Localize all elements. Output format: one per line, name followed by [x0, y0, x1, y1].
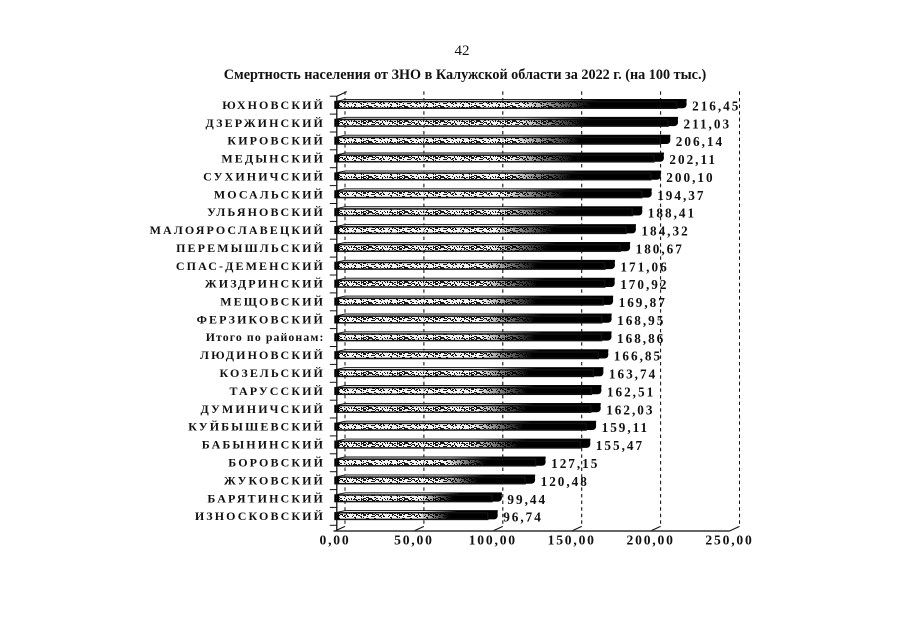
svg-text:194,37: 194,37 — [657, 188, 705, 203]
svg-text:УЛЬЯНОВСКИЙ: УЛЬЯНОВСКИЙ — [207, 205, 325, 219]
svg-text:ТАРУССКИЙ: ТАРУССКИЙ — [229, 384, 325, 398]
svg-text:СПАС-ДЕМЕНСКИЙ: СПАС-ДЕМЕНСКИЙ — [176, 259, 325, 273]
svg-text:200,10: 200,10 — [666, 170, 714, 185]
svg-text:МЕЩОВСКИЙ: МЕЩОВСКИЙ — [220, 295, 325, 309]
svg-text:ЖУКОВСКИЙ: ЖУКОВСКИЙ — [224, 473, 325, 487]
svg-text:216,45: 216,45 — [692, 98, 740, 113]
svg-text:Итого по районам:: Итого по районам: — [206, 330, 325, 344]
svg-text:СУХИНИЧСКИЙ: СУХИНИЧСКИЙ — [203, 169, 325, 183]
svg-text:КУЙБЫШЕВСКИЙ: КУЙБЫШЕВСКИЙ — [188, 420, 325, 434]
svg-text:БОРОВСКИЙ: БОРОВСКИЙ — [228, 456, 325, 470]
svg-text:Смертность населения от ЗНО в: Смертность населения от ЗНО в Калужской … — [224, 67, 707, 83]
svg-text:155,47: 155,47 — [596, 438, 644, 453]
svg-text:100,00: 100,00 — [469, 533, 517, 548]
svg-text:БАРЯТИНСКИЙ: БАРЯТИНСКИЙ — [207, 491, 325, 505]
svg-text:168,95: 168,95 — [617, 313, 665, 328]
svg-text:99,44: 99,44 — [507, 492, 547, 507]
svg-text:ИЗНОСКОВСКИЙ: ИЗНОСКОВСКИЙ — [195, 509, 325, 523]
svg-text:120,48: 120,48 — [541, 474, 589, 489]
svg-text:206,14: 206,14 — [676, 134, 724, 149]
svg-text:0,00: 0,00 — [320, 533, 351, 548]
svg-text:159,11: 159,11 — [602, 420, 650, 435]
svg-text:162,03: 162,03 — [606, 402, 654, 417]
svg-text:96,74: 96,74 — [503, 510, 543, 525]
svg-text:ДЗЕРЖИНСКИЙ: ДЗЕРЖИНСКИЙ — [206, 116, 325, 130]
svg-text:150,00: 150,00 — [548, 533, 596, 548]
svg-text:КИРОВСКИЙ: КИРОВСКИЙ — [227, 134, 325, 148]
svg-text:180,67: 180,67 — [636, 241, 684, 256]
svg-text:ЛЮДИНОВСКИЙ: ЛЮДИНОВСКИЙ — [200, 348, 325, 362]
svg-text:50,00: 50,00 — [394, 533, 434, 548]
svg-text:БАБЫНИНСКИЙ: БАБЫНИНСКИЙ — [202, 438, 325, 452]
svg-text:ЮХНОВСКИЙ: ЮХНОВСКИЙ — [222, 98, 325, 112]
svg-text:ПЕРЕМЫШЛЬСКИЙ: ПЕРЕМЫШЛЬСКИЙ — [176, 241, 325, 255]
svg-text:МОСАЛЬСКИЙ: МОСАЛЬСКИЙ — [214, 187, 325, 201]
svg-text:166,85: 166,85 — [614, 349, 662, 364]
svg-text:211,03: 211,03 — [684, 116, 732, 131]
svg-text:168,86: 168,86 — [617, 331, 665, 346]
svg-text:КОЗЕЛЬСКИЙ: КОЗЕЛЬСКИЙ — [219, 366, 325, 380]
svg-text:184,32: 184,32 — [641, 224, 689, 239]
svg-text:МЕДЫНСКИЙ: МЕДЫНСКИЙ — [221, 152, 325, 166]
svg-text:ФЕРЗИКОВСКИЙ: ФЕРЗИКОВСКИЙ — [197, 313, 325, 327]
svg-text:163,74: 163,74 — [609, 367, 657, 382]
svg-text:42: 42 — [455, 43, 470, 59]
svg-text:127,15: 127,15 — [551, 456, 599, 471]
svg-text:МАЛОЯРОСЛАВЕЦКИЙ: МАЛОЯРОСЛАВЕЦКИЙ — [150, 223, 325, 237]
svg-text:188,41: 188,41 — [648, 206, 696, 221]
svg-text:ДУМИНИЧСКИЙ: ДУМИНИЧСКИЙ — [201, 402, 325, 416]
svg-text:250,00: 250,00 — [705, 533, 753, 548]
svg-text:169,87: 169,87 — [619, 295, 667, 310]
svg-text:ЖИЗДРИНСКИЙ: ЖИЗДРИНСКИЙ — [205, 277, 325, 291]
svg-text:170,92: 170,92 — [620, 277, 668, 292]
svg-text:171,06: 171,06 — [620, 259, 668, 274]
svg-text:162,51: 162,51 — [607, 385, 655, 400]
svg-text:200,00: 200,00 — [627, 533, 675, 548]
svg-text:202,11: 202,11 — [669, 152, 717, 167]
